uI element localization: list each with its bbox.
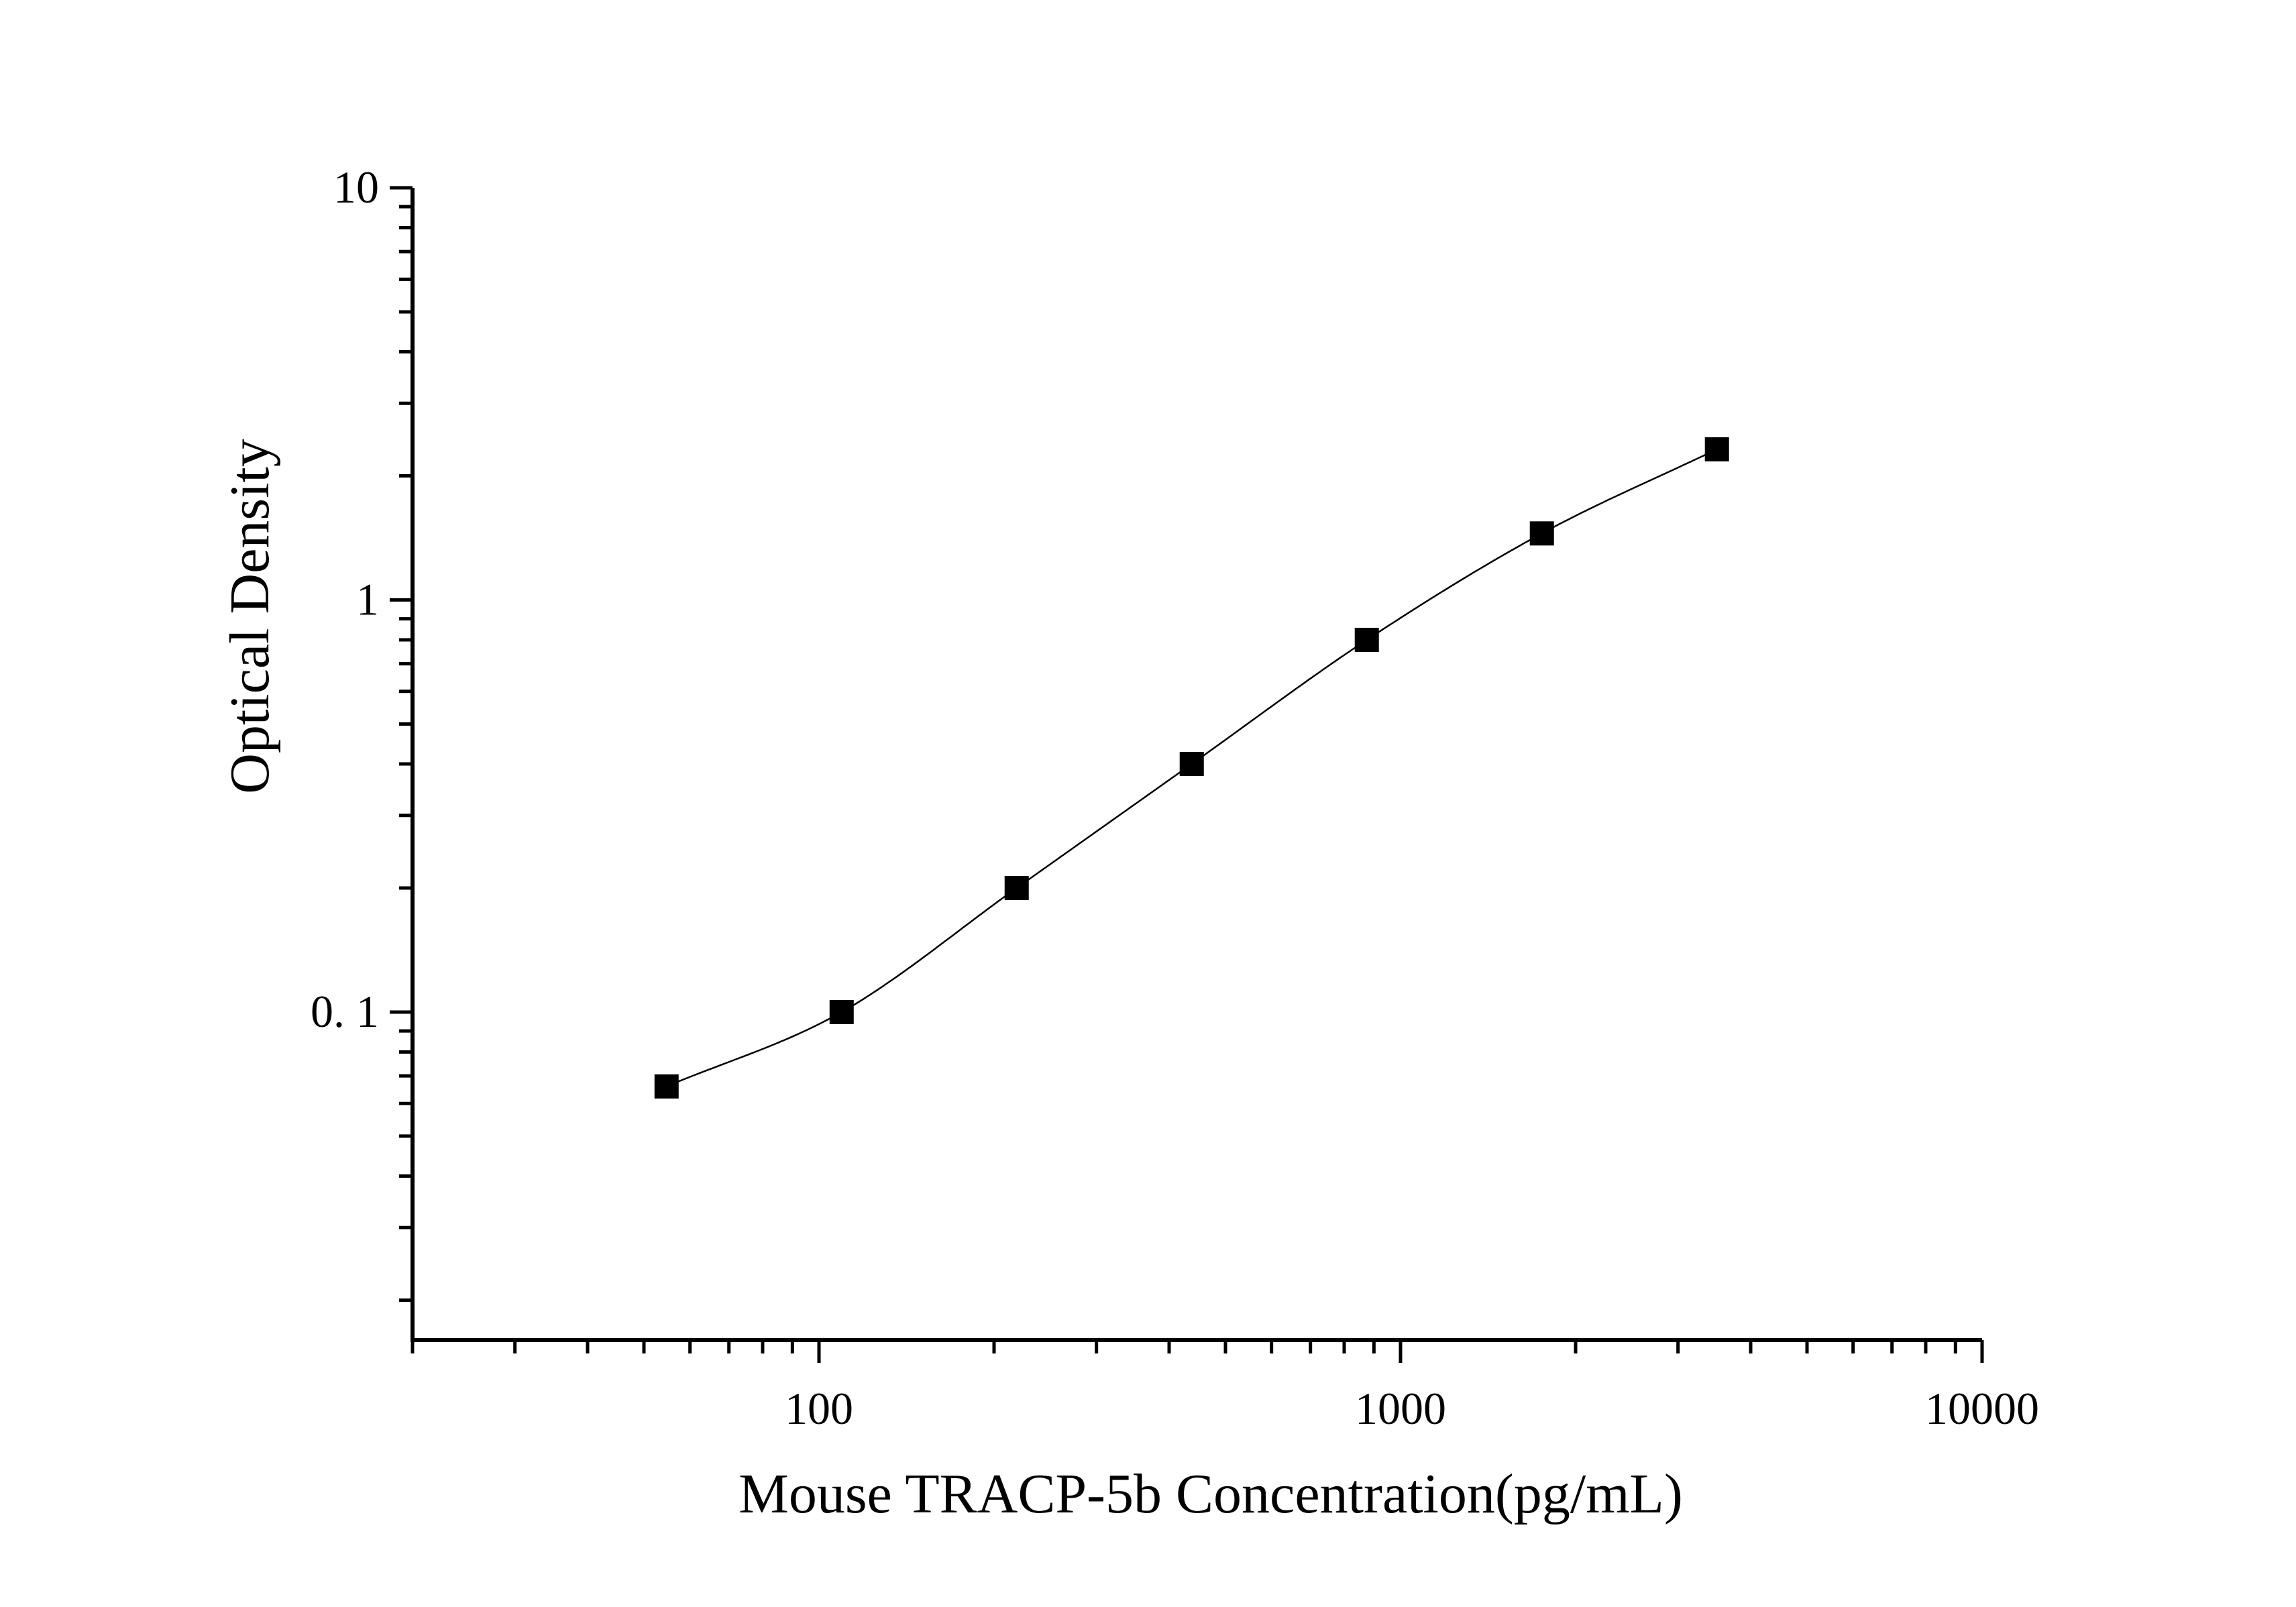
y-tick-label: 1	[356, 573, 379, 624]
x-tick-label: 100	[785, 1383, 853, 1434]
data-point	[654, 1074, 679, 1099]
data-points	[654, 437, 1729, 1099]
data-point	[829, 999, 854, 1024]
x-tick-label: 10000	[1925, 1383, 2039, 1434]
data-point	[1529, 521, 1554, 546]
data-point	[1354, 628, 1379, 653]
x-axis-title: Mouse TRACP-5b Concentration(pg/mL)	[739, 1463, 1683, 1525]
y-tick-label: 10	[333, 162, 379, 213]
data-point	[1179, 752, 1204, 776]
data-point	[1704, 437, 1729, 461]
y-tick-label: 0. 1	[311, 986, 379, 1037]
y-axis-ticks: 0. 1 1 10	[311, 162, 413, 1302]
data-point	[1004, 875, 1029, 900]
x-tick-label: 1000	[1355, 1383, 1446, 1434]
x-axis-ticks: 100 1000 10000	[411, 1340, 2039, 1434]
y-axis-title: Optical Density	[219, 439, 281, 794]
